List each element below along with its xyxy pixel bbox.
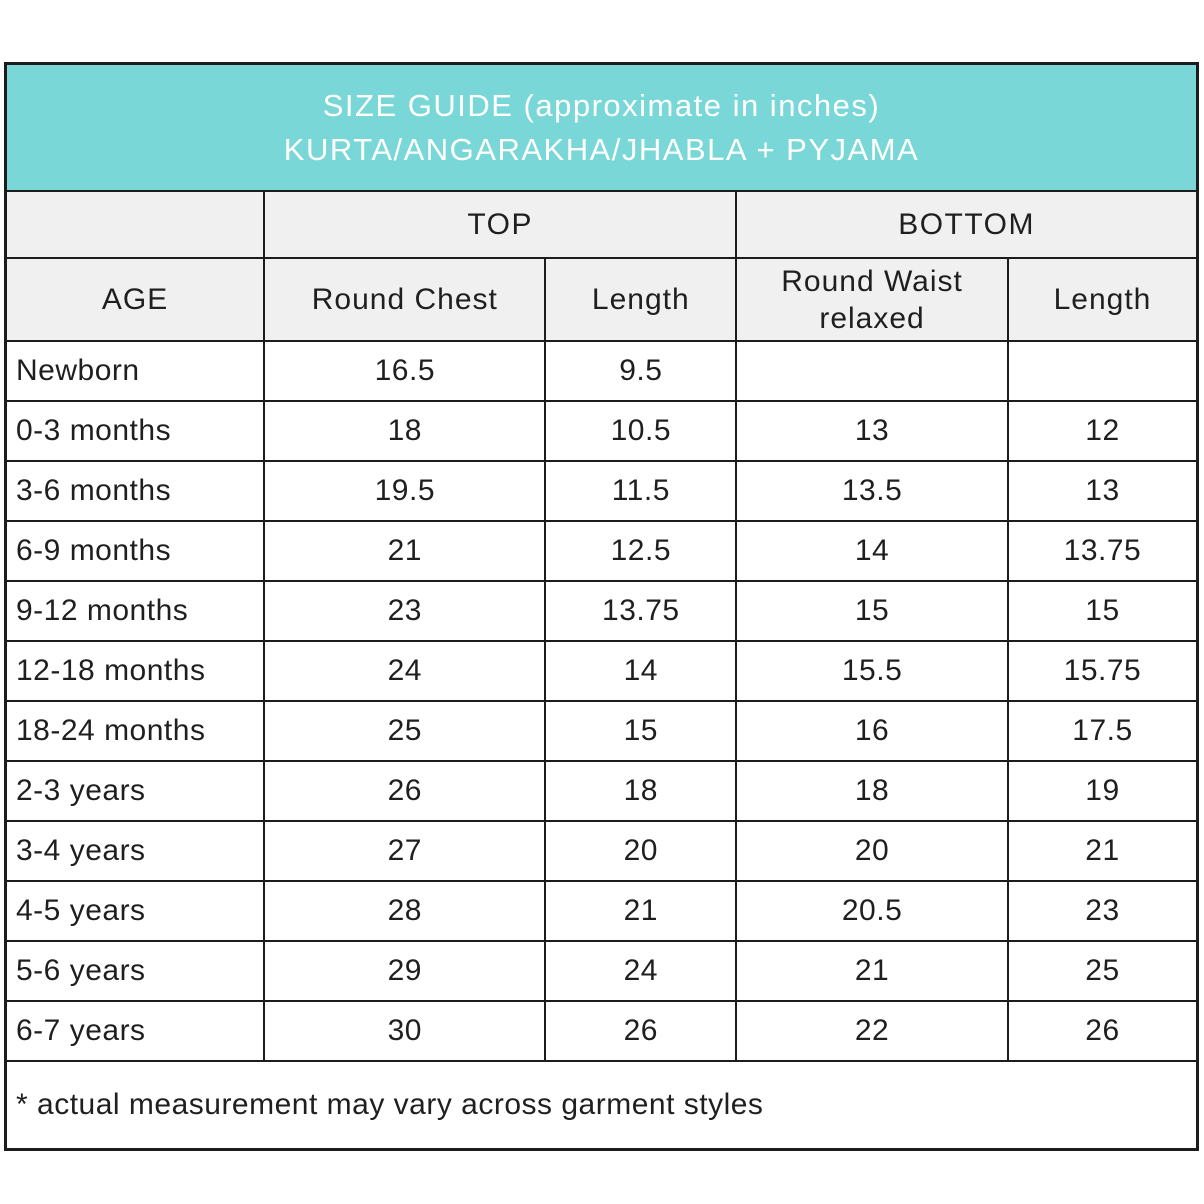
bottom-length-cell: 15.75 bbox=[1006, 640, 1199, 702]
table-row: 3-6 months 19.5 11.5 13.5 13 bbox=[4, 460, 1199, 522]
round-chest-cell: 21 bbox=[263, 520, 547, 582]
round-waist-cell: 13 bbox=[735, 400, 1009, 462]
table-row: 6-7 years 30 26 22 26 bbox=[4, 1000, 1199, 1062]
top-length-cell: 26 bbox=[544, 1000, 738, 1062]
round-waist-cell: 15.5 bbox=[735, 640, 1009, 702]
age-cell: 12-18 months bbox=[4, 640, 266, 702]
column-header-top-length: Length bbox=[544, 257, 738, 342]
title-line-1: SIZE GUIDE (approximate in inches) bbox=[322, 87, 881, 123]
round-waist-cell: 20 bbox=[735, 820, 1009, 882]
column-header-age: AGE bbox=[4, 257, 266, 342]
top-length-cell: 24 bbox=[544, 940, 738, 1002]
age-cell: 3-4 years bbox=[4, 820, 266, 882]
table-row: 3-4 years 27 20 20 21 bbox=[4, 820, 1199, 882]
footnote-row: * actual measurement may vary across gar… bbox=[4, 1060, 1199, 1151]
round-chest-cell: 28 bbox=[263, 880, 547, 942]
bottom-length-cell bbox=[1006, 340, 1199, 402]
age-cell: 6-7 years bbox=[4, 1000, 266, 1062]
table-row: 18-24 months 25 15 16 17.5 bbox=[4, 700, 1199, 762]
bottom-length-cell: 21 bbox=[1006, 820, 1199, 882]
round-waist-cell: 16 bbox=[735, 700, 1009, 762]
top-length-cell: 10.5 bbox=[544, 400, 738, 462]
table-row: 12-18 months 24 14 15.5 15.75 bbox=[4, 640, 1199, 702]
bottom-length-cell: 23 bbox=[1006, 880, 1199, 942]
top-length-cell: 18 bbox=[544, 760, 738, 822]
bottom-length-cell: 15 bbox=[1006, 580, 1199, 642]
table-row: Newborn 16.5 9.5 bbox=[4, 340, 1199, 402]
top-length-cell: 14 bbox=[544, 640, 738, 702]
column-header-bottom-length: Length bbox=[1006, 257, 1199, 342]
age-cell: 6-9 months bbox=[4, 520, 266, 582]
age-cell: 18-24 months bbox=[4, 700, 266, 762]
top-length-cell: 20 bbox=[544, 820, 738, 882]
bottom-length-cell: 26 bbox=[1006, 1000, 1199, 1062]
round-waist-cell: 18 bbox=[735, 760, 1009, 822]
table-row: 6-9 months 21 12.5 14 13.75 bbox=[4, 520, 1199, 582]
round-chest-cell: 27 bbox=[263, 820, 547, 882]
top-length-cell: 12.5 bbox=[544, 520, 738, 582]
round-waist-cell: 21 bbox=[735, 940, 1009, 1002]
round-waist-cell: 13.5 bbox=[735, 460, 1009, 522]
round-waist-cell: 22 bbox=[735, 1000, 1009, 1062]
top-length-cell: 11.5 bbox=[544, 460, 738, 522]
top-length-cell: 9.5 bbox=[544, 340, 738, 402]
group-header-bottom: BOTTOM bbox=[735, 190, 1199, 259]
round-waist-cell: 20.5 bbox=[735, 880, 1009, 942]
table-row: 5-6 years 29 24 21 25 bbox=[4, 940, 1199, 1002]
top-length-cell: 13.75 bbox=[544, 580, 738, 642]
round-waist-cell: 14 bbox=[735, 520, 1009, 582]
round-waist-cell: 15 bbox=[735, 580, 1009, 642]
age-cell: 0-3 months bbox=[4, 400, 266, 462]
table-row: 2-3 years 26 18 18 19 bbox=[4, 760, 1199, 822]
round-waist-cell bbox=[735, 340, 1009, 402]
round-chest-cell: 29 bbox=[263, 940, 547, 1002]
bottom-length-cell: 13 bbox=[1006, 460, 1199, 522]
bottom-length-cell: 19 bbox=[1006, 760, 1199, 822]
age-cell: 5-6 years bbox=[4, 940, 266, 1002]
title-band: SIZE GUIDE (approximate in inches) KURTA… bbox=[4, 62, 1199, 192]
group-header-top: TOP bbox=[263, 190, 738, 259]
round-chest-cell: 25 bbox=[263, 700, 547, 762]
column-header-round-waist: Round Waist relaxed bbox=[735, 257, 1009, 342]
bottom-length-cell: 17.5 bbox=[1006, 700, 1199, 762]
title-line-2: KURTA/ANGARAKHA/JHABLA + PYJAMA bbox=[283, 131, 920, 167]
size-guide-table: SIZE GUIDE (approximate in inches) KURTA… bbox=[4, 62, 1199, 1151]
top-length-cell: 21 bbox=[544, 880, 738, 942]
bottom-length-cell: 25 bbox=[1006, 940, 1199, 1002]
round-chest-cell: 23 bbox=[263, 580, 547, 642]
table-title: SIZE GUIDE (approximate in inches) KURTA… bbox=[4, 62, 1199, 192]
group-header-row: TOP BOTTOM bbox=[4, 190, 1199, 259]
age-cell: Newborn bbox=[4, 340, 266, 402]
column-header-row: AGE Round Chest Length Round Waist relax… bbox=[4, 257, 1199, 342]
round-chest-cell: 30 bbox=[263, 1000, 547, 1062]
age-cell: 3-6 months bbox=[4, 460, 266, 522]
round-chest-cell: 24 bbox=[263, 640, 547, 702]
top-length-cell: 15 bbox=[544, 700, 738, 762]
bottom-length-cell: 13.75 bbox=[1006, 520, 1199, 582]
table-row: 4-5 years 28 21 20.5 23 bbox=[4, 880, 1199, 942]
column-header-round-chest: Round Chest bbox=[263, 257, 547, 342]
table-row: 9-12 months 23 13.75 15 15 bbox=[4, 580, 1199, 642]
table-row: 0-3 months 18 10.5 13 12 bbox=[4, 400, 1199, 462]
footnote: * actual measurement may vary across gar… bbox=[4, 1060, 1199, 1151]
round-chest-cell: 26 bbox=[263, 760, 547, 822]
empty-header-cell bbox=[4, 190, 266, 259]
round-chest-cell: 19.5 bbox=[263, 460, 547, 522]
round-chest-cell: 18 bbox=[263, 400, 547, 462]
round-chest-cell: 16.5 bbox=[263, 340, 547, 402]
age-cell: 2-3 years bbox=[4, 760, 266, 822]
bottom-length-cell: 12 bbox=[1006, 400, 1199, 462]
age-cell: 9-12 months bbox=[4, 580, 266, 642]
age-cell: 4-5 years bbox=[4, 880, 266, 942]
